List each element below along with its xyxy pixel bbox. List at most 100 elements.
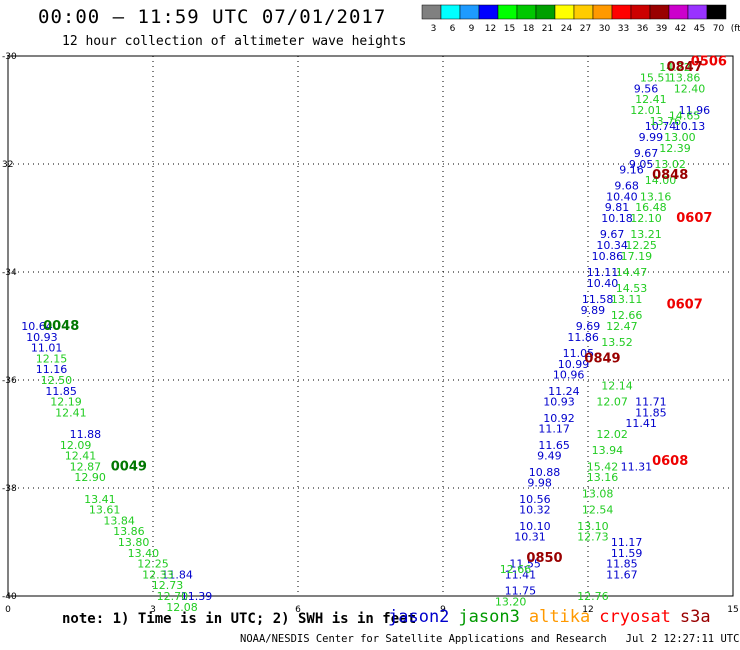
color-scale-label: 18 (523, 24, 535, 34)
wave-height-label: 0506 (691, 54, 727, 69)
wave-height-label: 12.14 (601, 379, 633, 392)
wave-height-label: 12.47 (606, 320, 638, 333)
wave-height-label: 9.81 (605, 201, 630, 214)
wave-height-label: 13.08 (582, 487, 614, 500)
wave-height-label: 11.17 (611, 536, 643, 549)
wave-height-label: 13.76 (650, 115, 682, 128)
wave-height-label: 11.84 (161, 568, 193, 581)
wave-height-label: 11.67 (606, 568, 638, 581)
color-swatch (668, 4, 689, 20)
wave-height-label: 13.86 (669, 72, 701, 85)
wave-height-label: 0608 (652, 454, 688, 469)
axes: 0 3 6 9 12 15 -30 32 -34 -36 -38 -40 (2, 52, 739, 615)
wave-height-label: 11.85 (45, 385, 77, 398)
wave-height-label: 12.66 (500, 563, 532, 576)
color-swatch (459, 4, 480, 20)
wave-height-label: 13.16 (587, 471, 619, 484)
credit-line: NOAA/NESDIS Center for Satellite Applica… (240, 633, 740, 645)
footnote: note: 1) Time is in UTC; 2) SWH is in fe… (62, 611, 417, 627)
wave-height-label: 11.41 (625, 417, 657, 430)
wave-height-label: 10.10 (519, 520, 551, 533)
wave-height-label: 10.92 (543, 412, 575, 425)
color-scale-label: 42 (675, 24, 686, 34)
color-swatch (535, 4, 556, 20)
y-tick-label: -34 (2, 268, 17, 278)
wave-height-label: 10.34 (596, 239, 628, 252)
wave-height-label: 10.40 (606, 190, 638, 203)
wave-height-label: 10.93 (26, 331, 58, 344)
wave-height-label: 12.73 (152, 579, 184, 592)
plot-frame (7, 55, 734, 597)
x-tick-label: 3 (150, 605, 156, 615)
wave-height-label: 12.08 (166, 601, 198, 614)
color-scale-label: 9 (469, 24, 475, 34)
wave-height-label: 13.41 (84, 493, 116, 506)
wave-height-label: 12.07 (596, 396, 628, 409)
color-swatch (554, 4, 575, 20)
y-tick-label: -38 (2, 484, 17, 494)
wave-height-label: 13.02 (654, 158, 686, 171)
color-scale-label: 70 (713, 24, 725, 34)
color-scale-label: (ft) (731, 24, 740, 34)
wave-height-label: 9.67 (600, 228, 625, 241)
wave-height-label: 9.49 (537, 450, 562, 463)
color-swatch (611, 4, 632, 20)
wave-height-label: 12.41 (65, 450, 97, 463)
color-swatch (649, 4, 670, 20)
wave-height-label: 9.05 (629, 158, 654, 171)
x-tick-label: 15 (727, 605, 738, 615)
wave-height-label: 11.86 (567, 331, 599, 344)
wave-height-label: 14.22 (659, 61, 691, 74)
wave-height-label: 11.75 (505, 585, 537, 598)
wave-height-label: 11.01 (31, 342, 63, 355)
wave-height-label: 12.01 (630, 104, 662, 117)
wave-height-label: 13.86 (113, 525, 145, 538)
wave-height-label: 0607 (676, 211, 712, 226)
wave-height-label: 10.96 (553, 369, 585, 382)
wave-height-label: 9.99 (639, 131, 664, 144)
x-tick-label: 12 (582, 605, 593, 615)
wave-height-label: 10.18 (601, 212, 633, 225)
wave-height-label: 12.02 (596, 428, 628, 441)
generation-timestamp: Jul 2 12:27:11 UTC 2017 (625, 633, 740, 645)
legend-cryosat: cryosat (599, 607, 671, 627)
wave-height-label: 11.24 (548, 385, 580, 398)
color-swatch (421, 4, 442, 20)
wave-height-label: 12.19 (50, 396, 82, 409)
wave-height-label: 10.88 (529, 466, 561, 479)
color-scale-label: 33 (618, 24, 629, 34)
x-tick-label: 9 (440, 605, 446, 615)
wave-height-label: 13.21 (630, 228, 662, 241)
wave-height-label: 10.99 (558, 358, 590, 371)
y-tick-label: -36 (2, 376, 17, 386)
wave-height-label: 12.39 (659, 142, 691, 155)
wave-height-label: 12.41 (55, 406, 87, 419)
wave-height-label: 12.25 (625, 239, 657, 252)
wave-height-label: 11.11 (587, 266, 619, 279)
wave-height-label: 15.51 (640, 72, 672, 85)
wave-height-label: 13.94 (592, 444, 624, 457)
wave-height-label: 12.76 (577, 590, 609, 603)
wave-height-label: 12.09 (60, 439, 92, 452)
satellite-legend: jason2 jason3 altika cryosat s3a (388, 607, 720, 627)
color-scale-label: 30 (599, 24, 611, 34)
wave-height-label: 12.10 (630, 212, 662, 225)
wave-height-label: 13.16 (640, 190, 672, 203)
wave-height-label: 10.13 (674, 120, 706, 133)
color-swatch (497, 4, 518, 20)
wave-height-label: 11.85 (606, 558, 638, 571)
color-swatch (630, 4, 651, 20)
wave-height-label: 0848 (652, 168, 688, 183)
chart-subtitle: 12 hour collection of altimeter wave hei… (62, 34, 407, 49)
wave-height-label: 12.90 (74, 471, 106, 484)
wave-height-label: 9.56 (634, 82, 659, 95)
wave-height-label: 0847 (667, 60, 703, 75)
credit-text: NOAA/NESDIS Center for Satellite Applica… (240, 633, 607, 645)
legend-jason3: jason3 (458, 607, 520, 627)
color-swatch (706, 4, 727, 20)
legend-jason2: jason2 (388, 607, 450, 627)
legend-s3a: s3a (679, 607, 711, 627)
wave-height-label: 0049 (111, 459, 147, 474)
